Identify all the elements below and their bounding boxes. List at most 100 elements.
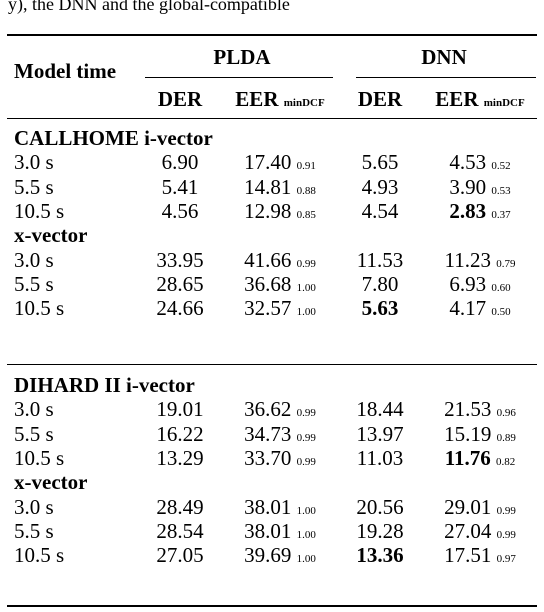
dnn-mindcf-value: 0.99: [496, 504, 516, 517]
plda-group-header: PLDA: [213, 45, 271, 69]
plda-mindcf-value: 0.91: [296, 160, 316, 173]
dnn-der-cell: 7.80: [361, 271, 399, 296]
plda-eer-cell: 39.69 1.00: [244, 543, 316, 571]
plda-eer-cell: 17.40 0.91: [244, 150, 316, 178]
dnn-eer-value: 2.83: [449, 198, 487, 223]
plda-mindcf-value: 1.00: [296, 528, 316, 541]
dnn-der-header: DER: [357, 87, 403, 111]
plda-eer-value: 39.69: [244, 543, 292, 568]
dnn-eer-value: 11.76: [444, 445, 491, 470]
dnn-mindcf-value: 0.97: [496, 553, 516, 566]
model-time-cell: 3.0 s: [14, 247, 54, 272]
dnn-eer-value: 27.04: [444, 518, 492, 543]
plda-eer-value: 38.01: [244, 518, 292, 543]
model-time-cell: 3.0 s: [14, 494, 54, 519]
plda-eer-value: 33.70: [244, 445, 292, 470]
dnn-der-cell: 11.53: [356, 247, 404, 272]
dnn-mindcf-value: 0.99: [496, 528, 516, 541]
plda-eer-cell: 38.01 1.00: [244, 519, 316, 547]
dnn-der-cell: 4.93: [361, 174, 399, 199]
model-time-cell: 10.5 s: [14, 198, 65, 223]
dnn-eer-cell: 11.23 0.79: [445, 248, 516, 276]
dnn-eer-cell: 6.93 0.60: [449, 272, 510, 300]
plda-eer-value: 12.98: [244, 198, 292, 223]
dnn-der-cell: 5.65: [361, 150, 399, 175]
dnn-mindcf-value: 0.53: [491, 184, 511, 197]
bottom-rule: [7, 605, 537, 607]
plda-eer-label: EER: [235, 87, 279, 111]
dnn-eer-value: 4.53: [449, 150, 487, 175]
plda-der-cell: 28.65: [156, 271, 204, 296]
dnn-der-cell: 19.28: [356, 518, 404, 543]
dnn-mindcf-label: minDCF: [483, 97, 525, 109]
plda-eer-cell: 34.73 0.99: [244, 422, 316, 450]
plda-mindcf-value: 1.00: [296, 504, 316, 517]
plda-mindcf-value: 1.00: [296, 553, 316, 566]
dnn-eer-value: 4.17: [449, 296, 487, 321]
plda-eer-value: 32.57: [244, 296, 292, 321]
plda-eer-value: 34.73: [244, 421, 292, 446]
plda-eer-cell: 12.98 0.85: [244, 199, 316, 227]
caption-fragment: y), the DNN and the global-compatible: [8, 0, 290, 14]
dnn-mindcf-value: 0.79: [496, 257, 516, 270]
plda-der-cell: 24.66: [156, 296, 204, 321]
plda-der-cell: 16.22: [156, 421, 204, 446]
dnn-eer-cell: 4.53 0.52: [449, 150, 510, 178]
model-time-cell: 10.5 s: [14, 445, 65, 470]
model-time-cell: 3.0 s: [14, 397, 54, 422]
plda-eer-cell: 41.66 0.99: [244, 248, 316, 276]
plda-mindcf-value: 0.99: [296, 455, 316, 468]
dnn-der-cell: 5.63: [361, 296, 399, 321]
dnn-eer-value: 17.51: [444, 543, 492, 568]
dnn-cmidrule: [356, 77, 536, 78]
model-time-cell: 3.0 s: [14, 150, 54, 175]
dnn-mindcf-value: 0.96: [496, 407, 516, 420]
model-time-cell: 10.5 s: [14, 296, 65, 321]
plda-eer-value: 36.62: [244, 397, 292, 422]
plda-eer-cell: 32.57 1.00: [244, 296, 316, 324]
plda-eer-value: 36.68: [244, 271, 292, 296]
dnn-der-cell: 4.54: [361, 198, 399, 223]
model-time-header: Model time: [14, 59, 117, 83]
dnn-eer-value: 21.53: [444, 397, 492, 422]
dnn-der-cell: 18.44: [356, 397, 404, 422]
dnn-eer-value: 6.93: [449, 271, 487, 296]
model-time-cell: 5.5 s: [14, 174, 54, 199]
dnn-eer-cell: 3.90 0.53: [449, 175, 510, 203]
dnn-eer-value: 15.19: [444, 421, 492, 446]
plda-eer-value: 17.40: [244, 150, 292, 175]
dnn-eer-cell: 29.01 0.99: [444, 495, 516, 523]
dnn-group-header: DNN: [421, 45, 467, 69]
plda-mindcf-value: 0.99: [296, 431, 316, 444]
model-time-cell: 5.5 s: [14, 421, 54, 446]
dnn-eer-header: EER minDCF: [435, 87, 524, 115]
model-time-cell: 10.5 s: [14, 543, 65, 568]
model-time-cell: 5.5 s: [14, 518, 54, 543]
dnn-eer-value: 11.23: [444, 247, 491, 272]
dnn-eer-cell: 15.19 0.89: [444, 422, 516, 450]
plda-der-cell: 13.29: [156, 445, 204, 470]
section-title: DIHARD II i-vector: [14, 373, 195, 397]
plda-mindcf-value: 0.99: [296, 407, 316, 420]
dnn-mindcf-value: 0.60: [491, 281, 511, 294]
dnn-eer-cell: 21.53 0.96: [444, 397, 516, 425]
plda-cmidrule: [145, 77, 333, 78]
dnn-mindcf-value: 0.89: [496, 431, 516, 444]
plda-der-cell: 28.54: [156, 518, 204, 543]
dnn-eer-cell: 4.17 0.50: [449, 296, 510, 324]
plda-der-cell: 19.01: [156, 397, 204, 422]
plda-der-header: DER: [157, 87, 203, 111]
plda-der-cell: 27.05: [156, 543, 204, 568]
plda-eer-cell: 36.62 0.99: [244, 397, 316, 425]
plda-mindcf-value: 1.00: [296, 281, 316, 294]
plda-eer-header: EER minDCF: [235, 87, 324, 115]
dnn-eer-cell: 17.51 0.97: [444, 543, 516, 571]
plda-der-cell: 6.90: [161, 150, 199, 175]
plda-mindcf-value: 0.88: [296, 184, 316, 197]
dnn-eer-value: 3.90: [449, 174, 487, 199]
dnn-eer-cell: 27.04 0.99: [444, 519, 516, 547]
plda-eer-cell: 14.81 0.88: [244, 175, 316, 203]
dnn-eer-value: 29.01: [444, 494, 492, 519]
plda-eer-cell: 38.01 1.00: [244, 495, 316, 523]
plda-eer-cell: 36.68 1.00: [244, 272, 316, 300]
